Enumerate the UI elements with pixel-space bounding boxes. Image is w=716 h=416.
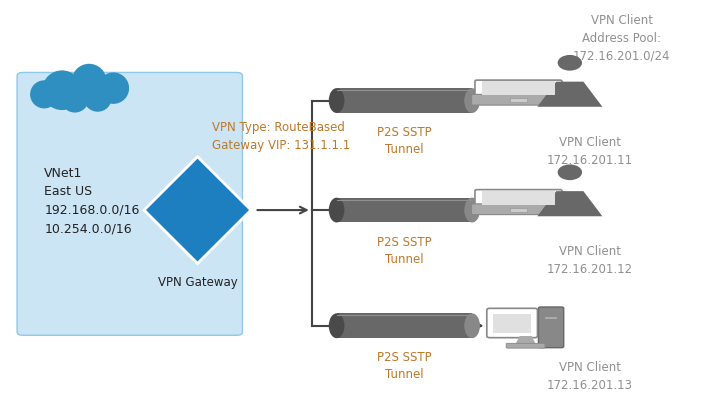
Ellipse shape [30,80,58,109]
Ellipse shape [42,70,82,110]
Bar [510,98,527,102]
Ellipse shape [61,84,89,113]
Ellipse shape [72,64,107,99]
Ellipse shape [97,72,129,104]
Text: P2S SSTP
Tunnel: P2S SSTP Tunnel [377,236,432,266]
FancyBboxPatch shape [487,308,538,338]
Ellipse shape [329,313,344,338]
Text: VPN Client
Address Pool:
172.16.201.0/24: VPN Client Address Pool: 172.16.201.0/24 [573,14,671,63]
Ellipse shape [558,55,582,71]
Bar [510,208,527,212]
FancyBboxPatch shape [506,343,545,348]
FancyBboxPatch shape [538,307,563,348]
Ellipse shape [329,88,344,113]
Text: VPN Client
172.16.201.13: VPN Client 172.16.201.13 [547,361,633,392]
FancyBboxPatch shape [475,80,562,101]
Bar [482,81,555,95]
Text: VPN Gateway: VPN Gateway [158,276,238,289]
Text: VNet1
East US
192.168.0.0/16
10.254.0.0/16: VNet1 East US 192.168.0.0/16 10.254.0.0/… [44,167,140,235]
FancyBboxPatch shape [472,204,566,215]
Polygon shape [515,336,536,345]
Text: P2S SSTP
Tunnel: P2S SSTP Tunnel [377,352,432,381]
FancyBboxPatch shape [17,72,243,335]
Text: VPN Client
172.16.201.12: VPN Client 172.16.201.12 [547,245,633,276]
Bar [493,314,531,333]
Ellipse shape [558,164,582,180]
Ellipse shape [464,88,480,113]
Polygon shape [144,157,251,263]
Ellipse shape [84,84,112,112]
Ellipse shape [464,198,480,223]
Text: VPN Type: RouteBased
Gateway VIP: 131.1.1.1: VPN Type: RouteBased Gateway VIP: 131.1.… [212,121,350,152]
Text: VPN Client
172.16.201.11: VPN Client 172.16.201.11 [547,136,633,167]
Bar [337,88,472,113]
Bar [337,313,472,338]
Text: P2S SSTP
Tunnel: P2S SSTP Tunnel [377,126,432,156]
Bar [482,191,555,205]
FancyBboxPatch shape [472,94,566,105]
Polygon shape [537,82,602,107]
Ellipse shape [464,313,480,338]
Bar [337,198,472,223]
Ellipse shape [329,198,344,223]
FancyBboxPatch shape [475,190,562,210]
Polygon shape [537,191,602,216]
Bar [545,317,557,319]
